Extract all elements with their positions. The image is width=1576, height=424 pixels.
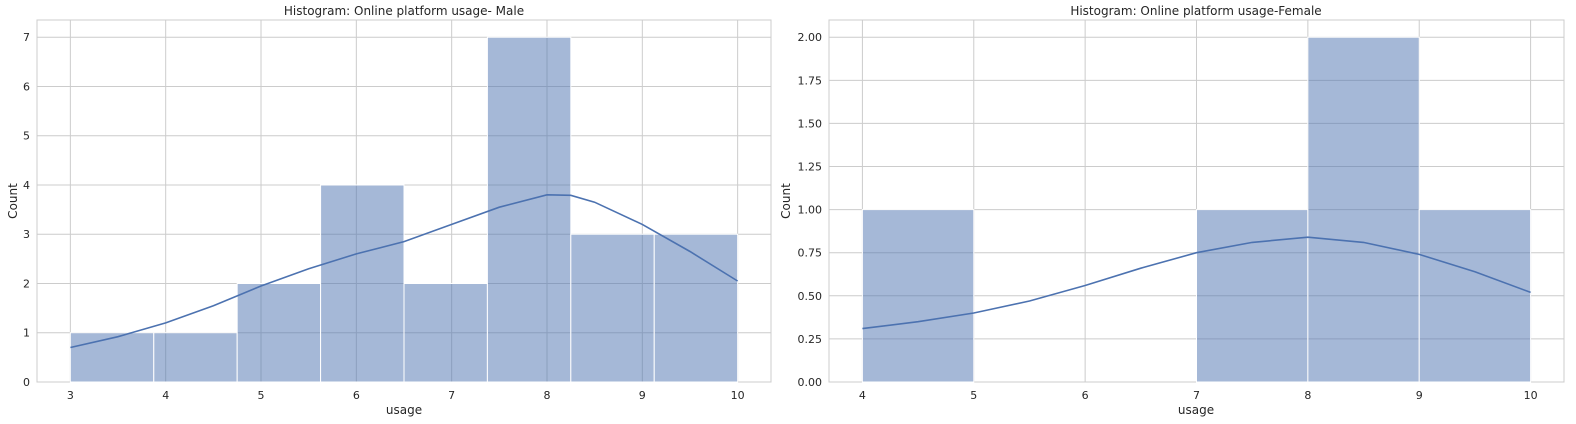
- female-y-tick-label: 0.75: [798, 247, 823, 260]
- male-y-axis-label: Count: [6, 183, 20, 219]
- female-y-tick-label: 0.00: [798, 376, 823, 389]
- female-histogram-bar: [861, 209, 975, 383]
- female-y-tick-label: 1.00: [798, 204, 823, 217]
- female-chart-title: Histogram: Online platform usage-Female: [1070, 4, 1321, 18]
- female-y-tick-label: 1.25: [798, 161, 823, 174]
- male-chart-title: Histogram: Online platform usage- Male: [284, 4, 524, 18]
- female-x-tick-label: 8: [1304, 389, 1311, 402]
- female-x-tick-label: 6: [1082, 389, 1089, 402]
- female-x-tick-label: 5: [970, 389, 977, 402]
- female-y-tick-label: 1.75: [798, 74, 823, 87]
- female-y-tick-label: 2.00: [798, 31, 823, 44]
- male-y-tick-label: 1: [23, 327, 30, 340]
- male-histogram-bar: [486, 36, 572, 383]
- female-y-tick-label: 1.50: [798, 117, 823, 130]
- male-histogram-bar: [236, 282, 322, 383]
- male-histogram-bar: [320, 184, 405, 383]
- female-y-tick-label: 0.50: [798, 290, 823, 303]
- male-x-tick-label: 7: [448, 389, 455, 402]
- male-x-tick-label: 4: [162, 389, 169, 402]
- female-y-axis-label: Count: [779, 183, 793, 219]
- male-histogram-bar: [153, 332, 238, 383]
- male-histogram-bar: [403, 282, 488, 383]
- male-histogram-panel: 3 4 5 6 7 8 9 10 0 1 2 3 4 5 6 7 Histogram: Online plat…: [6, 4, 772, 417]
- male-histogram-bar: [69, 332, 155, 383]
- male-y-tick-label: 0: [23, 376, 30, 389]
- male-x-axis-label: usage: [386, 403, 422, 417]
- male-y-tick-label: 6: [23, 80, 30, 93]
- female-x-tick-label: 9: [1416, 389, 1423, 402]
- female-x-axis-label: usage: [1178, 403, 1214, 417]
- female-histogram-bar: [1418, 209, 1532, 383]
- female-histogram-bar: [1307, 36, 1420, 383]
- male-x-tick-label: 3: [67, 389, 74, 402]
- male-x-tick-label: 8: [543, 389, 550, 402]
- male-y-tick-label: 4: [23, 179, 30, 192]
- male-histogram-bar: [653, 233, 739, 383]
- female-histogram-panel: 4 5 6 7 8 9 10 0.00 0.25 0.50 0.75 1.00 1.25 1.50 1.75…: [779, 4, 1565, 417]
- female-x-tick-label: 4: [859, 389, 866, 402]
- female-histogram-bar: [1196, 209, 1309, 383]
- male-histogram-bar: [570, 233, 655, 383]
- male-x-tick-label: 9: [639, 389, 646, 402]
- female-x-tick-label: 10: [1524, 389, 1538, 402]
- male-y-tick-label: 3: [23, 228, 30, 241]
- male-x-tick-label: 6: [353, 389, 360, 402]
- female-x-tick-label: 7: [1193, 389, 1200, 402]
- male-y-tick-label: 7: [23, 31, 30, 44]
- female-kde-line: [862, 236, 1531, 330]
- male-x-tick-label: 10: [731, 389, 745, 402]
- male-y-tick-label: 2: [23, 277, 30, 290]
- male-x-tick-label: 5: [258, 389, 265, 402]
- female-y-tick-label: 0.25: [798, 333, 823, 346]
- male-kde-line: [70, 193, 739, 349]
- male-y-tick-label: 5: [23, 130, 30, 143]
